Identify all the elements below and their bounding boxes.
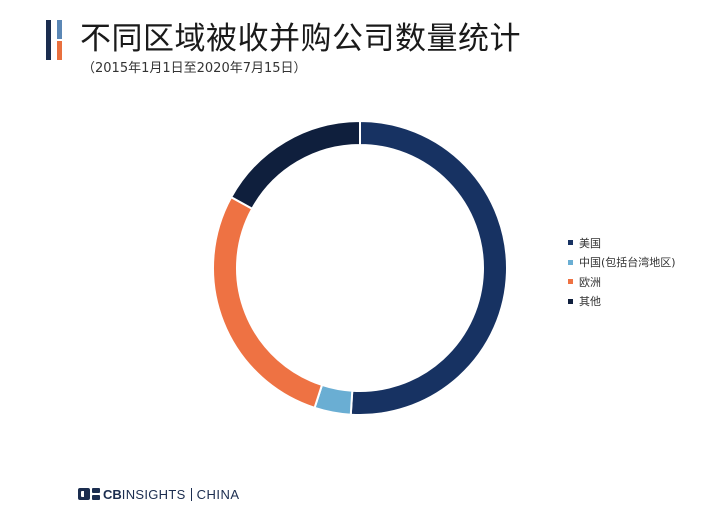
legend-swatch [568, 298, 573, 304]
chart-subtitle: （2015年1月1日至2020年7月15日） [82, 61, 307, 76]
legend-item-united-states: 美国 [568, 233, 676, 253]
legend-label: 欧洲 [579, 275, 601, 289]
legend-swatch [568, 259, 573, 265]
chart-title: 不同区域被收并购公司数量统计 [80, 21, 521, 57]
cb-insights-logo-icon [78, 488, 100, 500]
legend-item-china: 中国(包括台湾地区) [568, 253, 676, 273]
brand-china-text: CHINA [196, 486, 240, 502]
cb-insights-brand: CB INSIGHTS CHINA [78, 486, 240, 502]
legend-label: 美国 [579, 236, 601, 250]
donut-slice-united-states [349, 119, 508, 416]
brand-divider [190, 487, 192, 501]
donut-slice-other [229, 119, 361, 211]
brand-cb-text: CB [103, 486, 122, 502]
title-accent-mark [46, 20, 66, 60]
chart-legend: 美国中国(包括台湾地区) 欧洲其他 [568, 233, 676, 311]
legend-label: 中国(包括台湾地区) [579, 256, 676, 270]
brand-insights-text: INSIGHTS [121, 486, 186, 502]
legend-item-other: 其他 [568, 292, 676, 312]
legend-swatch [568, 279, 573, 285]
legend-label: 其他 [579, 295, 601, 309]
legend-item-europe: 欧洲 [568, 272, 676, 292]
donut-slice-europe [212, 195, 324, 410]
legend-swatch [568, 240, 573, 246]
